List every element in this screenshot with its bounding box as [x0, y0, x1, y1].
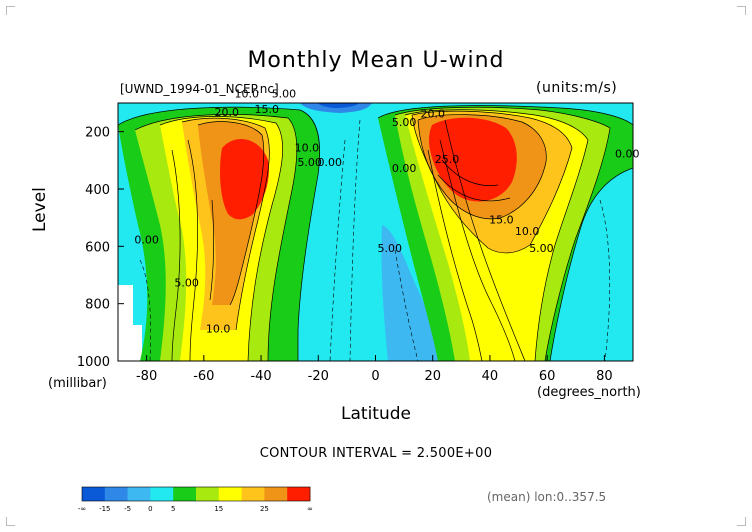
colorbar-swatch-25_30 — [264, 487, 288, 501]
contour-label: 5.00 — [297, 156, 322, 169]
x-tick-label: 60 — [539, 369, 556, 384]
contour-label: 5.00 — [529, 242, 554, 255]
contour-label: 0.00 — [392, 162, 417, 175]
contour-label: 25.0 — [435, 153, 460, 166]
y-tick-label: 200 — [85, 126, 110, 141]
colorbar-tick-label: -5 — [124, 505, 131, 513]
x-axis-unit: (degrees_north) — [537, 385, 641, 400]
easterly-tropics — [381, 225, 440, 361]
contour-lines — [118, 105, 633, 361]
contour-interval-text: CONTOUR INTERVAL = 2.500E+00 — [259, 446, 493, 461]
crop-mark — [737, 6, 746, 15]
colorbar — [81, 486, 311, 502]
colorbar-swatch-m5_0 — [127, 487, 151, 501]
x-tick-label: -80 — [136, 369, 157, 384]
contour-label: 15.0 — [489, 213, 514, 226]
colorbar-tick-label: -15 — [99, 505, 110, 513]
x-tick-label: 40 — [482, 369, 499, 384]
colorbar-labels: -∞ -15 -5 0 5 15 25 ∞ — [78, 505, 313, 513]
colorbar-swatch-0_5 — [150, 487, 174, 501]
colorbar-frame — [81, 486, 311, 502]
contour-label: 0.00 — [317, 156, 342, 169]
chart-title: Monthly Mean U-wind — [247, 48, 505, 73]
y-axis-ticks: 200 400 600 800 1000 — [77, 126, 124, 370]
y-tick-label: 800 — [85, 298, 110, 313]
units-label: (units:m/s) — [536, 80, 618, 96]
colorbar-tick-label: ∞ — [307, 505, 313, 513]
y-tick-label: 600 — [85, 240, 110, 255]
colorbar-tick-label: 25 — [260, 505, 269, 513]
colorbar-swatch-10_15 — [196, 487, 220, 501]
contour-label: 20.0 — [420, 107, 445, 120]
contour-label: 10.0 — [206, 322, 231, 335]
x-tick-label: -40 — [250, 369, 271, 384]
colorbar-swatch-5_10 — [173, 487, 197, 501]
negative-contours — [139, 119, 611, 361]
nh-30 — [428, 117, 517, 202]
colorbar-tick-label: 15 — [214, 505, 223, 513]
source-file-label: [UWND_1994-01_NCEP.nc] — [120, 82, 279, 96]
contour-label: 5.00 — [378, 242, 403, 255]
contour-label: 0.00 — [134, 233, 159, 246]
x-tick-label: 20 — [424, 369, 441, 384]
contour-label: 5.00 — [392, 116, 417, 129]
contour-labels: 10.0 5.0015.020.010.05.000.000.005.0010.0… — [134, 87, 639, 335]
x-tick-label: 0 — [371, 369, 379, 384]
y-axis-unit: (millibar) — [48, 376, 107, 391]
filled-contours — [118, 103, 633, 361]
y-axis-label: Level — [30, 187, 50, 232]
colorbar-swatch-20_25 — [241, 487, 265, 501]
colorbar-swatch-m15_m5 — [104, 487, 128, 501]
colorbar-swatch-15_20 — [218, 487, 242, 501]
crop-mark — [6, 517, 15, 526]
y-tick-label: 400 — [85, 183, 110, 198]
crop-mark — [6, 6, 15, 15]
contour-label: 5.00 — [272, 87, 297, 100]
x-tick-label: -20 — [308, 369, 329, 384]
colorbar-tick-label: 5 — [171, 505, 175, 513]
y-tick-label: 1000 — [77, 355, 110, 370]
contour-label: 20.0 — [214, 106, 239, 119]
sh-30 — [220, 138, 269, 220]
colorbar-swatch-lt_m15 — [82, 487, 106, 501]
x-axis-label: Latitude — [341, 404, 411, 424]
contour-label: 0.00 — [615, 147, 640, 160]
contour-label: 10.0 — [295, 142, 320, 155]
colorbar-swatch-gt_30 — [287, 487, 311, 501]
x-tick-label: 80 — [596, 369, 613, 384]
contour-label: 10.0 — [515, 225, 540, 238]
colorbar-tick-label: 0 — [148, 505, 152, 513]
contour-label: 5.00 — [174, 276, 199, 289]
x-axis-ticks: -80 -60 -40 -20 0 20 40 60 80 — [136, 355, 613, 384]
colorbar-tick-label: -∞ — [78, 505, 86, 513]
crop-mark — [737, 517, 746, 526]
x-tick-label: -60 — [193, 369, 214, 384]
contour-label: 15.0 — [255, 103, 280, 116]
contour-label: 10.0 — [235, 87, 260, 100]
mean-info-text: (mean) lon:0..357.5 — [487, 490, 607, 504]
